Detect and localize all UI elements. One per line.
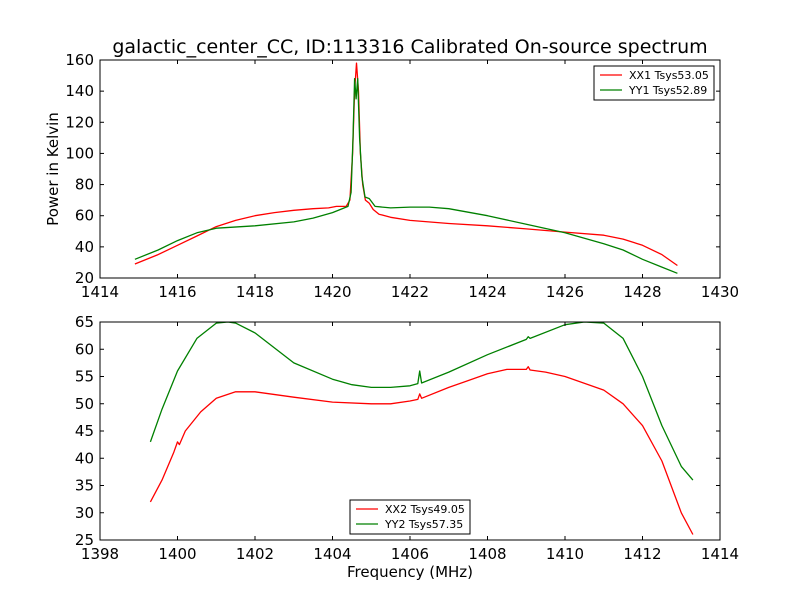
y-tick-label: 30 [75, 504, 94, 522]
legend-box [349, 499, 471, 535]
chart-title: galactic_center_CC, ID:113316 Calibrated… [112, 36, 707, 58]
x-tick-label: 1418 [236, 283, 274, 301]
y-tick-label: 120 [65, 113, 94, 131]
y-tick-label: 45 [75, 422, 94, 440]
x-axis-label: Frequency (MHz) [347, 563, 473, 581]
series-line-yy1 [134, 78, 678, 274]
x-tick-label: 1430 [701, 283, 739, 301]
x-tick-label: 1410 [546, 545, 584, 563]
x-tick-label: 1406 [391, 545, 429, 563]
x-tick-label: 1422 [391, 283, 429, 301]
series-line-xx2 [149, 366, 694, 535]
y-tick-label: 40 [75, 449, 94, 467]
x-tick-label: 1414 [701, 545, 739, 563]
y-tick-label: 100 [65, 144, 94, 162]
x-tick-label: 1398 [81, 545, 119, 563]
x-tick-label: 1414 [81, 283, 119, 301]
y-tick-label: 55 [75, 368, 94, 386]
x-tick-label: 1412 [623, 545, 661, 563]
y-tick-label: 80 [75, 176, 94, 194]
x-tick-label: 1404 [313, 545, 351, 563]
y-tick-label: 60 [75, 340, 94, 358]
x-tick-label: 1420 [313, 283, 351, 301]
series-group [134, 62, 678, 274]
legend-label: YY1 Tsys52.89 [628, 84, 707, 97]
subplot-2: 1398 1400 1402 1404 1406 1408 1410 1412 1414 25 30… [75, 313, 739, 581]
y-tick-label: 65 [75, 313, 94, 331]
y-tick-label: 50 [75, 395, 94, 413]
y-tick-label: 140 [65, 82, 94, 100]
x-tick-label: 1426 [546, 283, 584, 301]
x-tick-label: 1408 [468, 545, 506, 563]
x-tick-label: 1428 [623, 283, 661, 301]
legend-box [593, 65, 715, 101]
x-tick-label: 1416 [158, 283, 196, 301]
y-tick-label: 160 [65, 51, 94, 69]
legend: XX2 Tsys49.05 YY2 Tsys57.35 [349, 499, 471, 535]
y-tick-label: 20 [75, 269, 94, 287]
y-tick-label: 60 [75, 207, 94, 225]
y-tick-label: 40 [75, 238, 94, 256]
legend-label: XX2 Tsys49.05 [385, 503, 465, 516]
subplot-1: 1414 1416 1418 1420 1422 1424 1426 1428 1430 20 40… [44, 51, 739, 301]
y-axis-label: Power in Kelvin [44, 112, 62, 226]
legend-label: YY2 Tsys57.35 [384, 518, 463, 531]
legend-label: XX1 Tsys53.05 [629, 69, 709, 82]
x-tick-label: 1402 [236, 545, 274, 563]
y-tick-label: 35 [75, 477, 94, 495]
x-tick-label: 1424 [468, 283, 506, 301]
legend: XX1 Tsys53.05 YY1 Tsys52.89 [593, 65, 715, 101]
x-tick-label: 1400 [158, 545, 196, 563]
y-tick-label: 25 [75, 531, 94, 549]
